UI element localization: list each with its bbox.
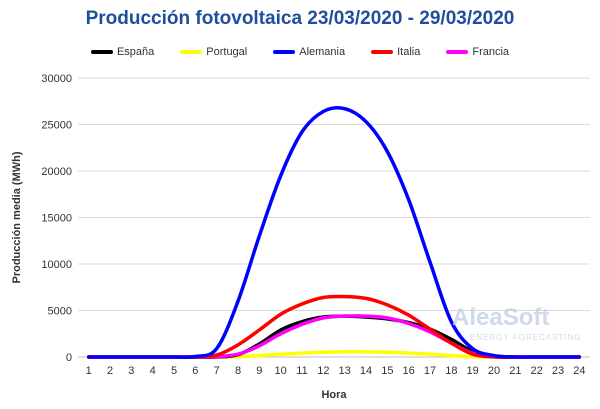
x-tick-label: 3 xyxy=(128,365,134,377)
legend-item: España xyxy=(90,44,155,60)
legend-swatch xyxy=(273,50,296,54)
x-tick-label: 11 xyxy=(296,365,307,377)
legend-swatch xyxy=(90,50,113,54)
x-tick-label: 16 xyxy=(403,365,415,377)
y-tick-label: 30000 xyxy=(41,73,72,85)
x-tick-label: 10 xyxy=(275,365,287,377)
x-tick-label: 2 xyxy=(107,365,113,377)
x-tick-label: 20 xyxy=(488,365,500,377)
y-tick-label: 25000 xyxy=(41,120,72,132)
legend-item: Italia xyxy=(371,44,420,60)
x-tick-label: 7 xyxy=(214,365,220,377)
x-tick-label: 12 xyxy=(317,365,329,377)
x-tick-label: 23 xyxy=(552,365,564,377)
x-tick-label: 15 xyxy=(381,365,393,377)
x-tick-label: 21 xyxy=(509,365,521,377)
x-tick-label: 14 xyxy=(360,365,372,377)
x-tick-label: 9 xyxy=(256,365,262,377)
x-tick-label: 22 xyxy=(531,365,543,377)
x-tick-label: 8 xyxy=(235,365,241,377)
x-tick-label: 6 xyxy=(192,365,198,377)
y-axis-label: Producción media (MWh) xyxy=(11,151,23,283)
y-tick-label: 20000 xyxy=(41,166,72,178)
legend-label: Francia xyxy=(472,46,510,58)
x-tick-label: 1 xyxy=(86,365,92,377)
legend-swatch xyxy=(446,50,469,54)
series-line-alemania xyxy=(86,106,582,359)
legend-item: Francia xyxy=(446,44,509,60)
legend: España Portugal Alemania Italia Francia xyxy=(0,44,600,60)
legend-item: Portugal xyxy=(180,44,247,60)
chart-title: Producción fotovoltaica 23/03/2020 - 29/… xyxy=(85,8,515,29)
y-tick-label: 10000 xyxy=(41,259,72,271)
y-tick-label: 0 xyxy=(66,352,72,364)
x-tick-label: 5 xyxy=(171,365,177,377)
x-tick-label: 13 xyxy=(339,365,351,377)
legend-label: Italia xyxy=(397,46,421,58)
x-tick-label: 19 xyxy=(467,365,479,377)
y-tick-label: 5000 xyxy=(48,306,72,318)
legend-item: Alemania xyxy=(273,44,345,60)
legend-swatch xyxy=(180,50,203,54)
legend-swatch xyxy=(371,50,394,54)
x-tick-label: 24 xyxy=(573,365,585,377)
legend-label: España xyxy=(116,46,155,58)
legend-label: Alemania xyxy=(299,46,346,58)
aleasoft-watermark-tagline: ENERGY FORECASTING xyxy=(470,333,582,342)
x-tick-label: 18 xyxy=(445,365,457,377)
x-tick-label: 17 xyxy=(424,365,436,377)
aleasoft-watermark: AleaSoft xyxy=(452,304,550,331)
x-tick-label: 4 xyxy=(150,365,156,377)
x-axis-label: Hora xyxy=(321,389,347,401)
y-tick-label: 15000 xyxy=(41,213,72,225)
legend-label: Portugal xyxy=(206,46,248,58)
